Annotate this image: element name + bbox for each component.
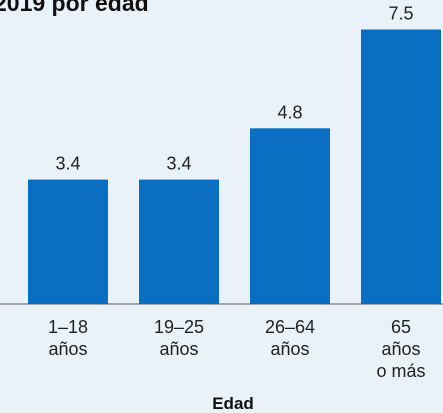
bar-1: [139, 179, 219, 304]
bar-value-label-0: 3.4: [55, 154, 80, 174]
bar-2: [250, 128, 330, 304]
bar-3: [361, 29, 441, 304]
bar-value-label-3: 7.5: [388, 4, 413, 24]
bar-value-label-2: 4.8: [277, 102, 302, 122]
x-tick-label-3: 65 años o más: [376, 317, 425, 381]
x-tick-label-0: 1–18 años: [48, 317, 88, 359]
x-tick-labels: 1–18 años 19–25 años 26–64 años 65 años o más: [48, 317, 426, 381]
bar-0: [28, 179, 108, 304]
bar-value-label-1: 3.4: [166, 154, 191, 174]
chart-title: 2019 por edad: [0, 0, 149, 16]
bars: 3.4 3.4 4.8 7.5: [28, 4, 441, 304]
x-axis-label: Edad: [212, 394, 254, 413]
x-tick-label-2: 26–64 años: [265, 317, 315, 359]
x-tick-label-1: 19–25 años: [154, 317, 204, 359]
